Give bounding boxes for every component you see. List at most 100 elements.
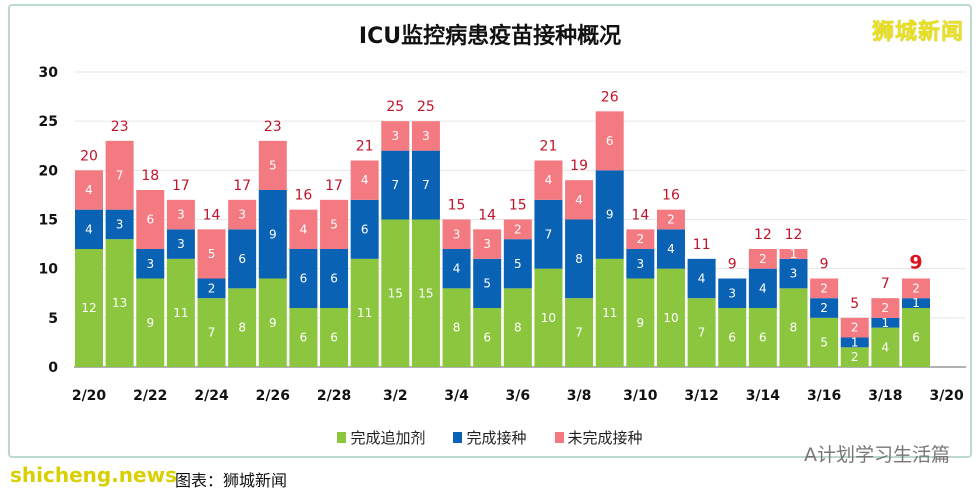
bar-segment-label: 6 [483, 331, 491, 345]
bar-segment-label: 5 [514, 257, 522, 271]
bar-segment-label: 4 [759, 281, 767, 295]
bar-segment [565, 180, 594, 220]
legend-label: 完成追加剂 [350, 429, 426, 447]
bar-segment [228, 199, 257, 230]
bar-segment-label: 1 [851, 335, 859, 349]
bar-segment-label: 2 [637, 232, 645, 246]
bar-segment [626, 249, 655, 279]
bar-total-label: 15 [448, 198, 466, 214]
y-tick-label: 30 [39, 65, 59, 81]
bar-segment-label: 13 [112, 296, 127, 310]
bar-segment [810, 298, 839, 318]
bar-total-label: 25 [386, 99, 404, 115]
bar-segment [810, 278, 839, 299]
bar-segment-label: 4 [300, 222, 308, 236]
bar-segment [166, 199, 195, 230]
chart-title: ICU监控病患疫苗接种概况 [358, 24, 622, 49]
bar-segment [105, 209, 134, 240]
bar-segment-label: 7 [208, 326, 216, 340]
y-tick-label: 10 [39, 262, 59, 278]
bar-segment [871, 327, 900, 367]
bar-total-label: 17 [325, 178, 343, 194]
bar-total-label: 25 [417, 99, 435, 115]
bar-segment-label: 7 [698, 326, 706, 340]
bar-segment-label: 8 [238, 321, 246, 335]
bar-segment [503, 219, 532, 240]
x-tick-label: 2/24 [194, 388, 229, 404]
bar-segment-label: 5 [483, 276, 491, 290]
x-tick-label: 3/2 [383, 388, 408, 404]
x-tick-label: 3/10 [623, 388, 658, 404]
x-tick-label: 2/20 [72, 388, 107, 404]
bar-segment [595, 111, 624, 171]
bar-segment-label: 2 [851, 321, 859, 335]
bar-segment [840, 347, 869, 367]
y-tick-label: 20 [39, 163, 59, 179]
bar-segment [136, 190, 165, 249]
bar-segment-label: 3 [391, 129, 399, 143]
bar-segment-label: 11 [173, 306, 188, 320]
x-tick-label: 3/16 [807, 388, 841, 404]
bar-segment-label: 8 [453, 321, 461, 335]
bar-segment-label: 9 [606, 208, 614, 222]
bar-segment [258, 278, 287, 367]
bar-segment [748, 249, 777, 269]
bar-segment [75, 170, 103, 210]
bar-segment [534, 199, 563, 269]
bar-segment-label: 1 [912, 296, 920, 310]
bar-total-label: 21 [540, 139, 558, 155]
logo: 狮城新闻 [871, 20, 964, 45]
bar-segment-label: 2 [912, 281, 920, 295]
bar-total-label: 16 [294, 188, 312, 204]
bar-segment-label: 5 [330, 217, 338, 231]
bar-segment-label: 6 [300, 331, 308, 345]
bar-segment-label: 6 [146, 213, 154, 227]
x-tick-label: 3/18 [868, 388, 902, 404]
bar-segment-label: 6 [300, 272, 308, 286]
bar-segment-label: 9 [146, 316, 154, 330]
bar-segment [197, 278, 226, 299]
legend-item-complete: 完成接种 [453, 427, 527, 448]
bar-segment-label: 7 [545, 227, 553, 241]
bar-segment-label: 9 [637, 316, 645, 330]
y-tick-label: 25 [39, 114, 58, 130]
bar-segment [626, 278, 655, 367]
bar-segment [105, 239, 134, 367]
bar-segment-label: 4 [545, 173, 553, 187]
bar-segment-label: 1 [882, 316, 890, 330]
site-watermark: shicheng.news [10, 463, 177, 487]
y-tick-label: 0 [48, 360, 58, 376]
chart-frame [8, 4, 972, 458]
bar-segment [871, 317, 900, 328]
x-tick-label: 3/20 [929, 388, 964, 404]
bar-segment-label: 4 [85, 183, 93, 197]
bar-segment-label: 3 [177, 208, 185, 222]
bar-segment-label: 3 [483, 237, 491, 251]
bar-segment-label: 11 [357, 306, 372, 320]
x-tick-label: 3/6 [506, 388, 531, 404]
bar-segment [166, 229, 195, 259]
legend-swatch [453, 432, 463, 443]
bar-segment [136, 249, 165, 279]
bar-segment-label: 7 [391, 178, 399, 192]
bar-segment [228, 229, 257, 289]
bar-total-label: 12 [785, 227, 803, 243]
bar-segment-label: 3 [238, 208, 246, 222]
bar-segment-label: 3 [453, 227, 461, 241]
bar-segment [350, 258, 379, 367]
bar-segment [840, 317, 869, 338]
bar-segment-label: 7 [575, 326, 583, 340]
bar-segment-label: 8 [790, 321, 798, 335]
x-tick-label: 3/12 [684, 388, 718, 404]
bar-segment-label: 5 [208, 247, 216, 261]
bar-total-label: 7 [881, 276, 890, 292]
bar-segment [411, 219, 440, 367]
bar-segment-label: 6 [361, 222, 369, 236]
bar-segment-label: 4 [698, 272, 706, 286]
x-tick-label: 3/8 [567, 388, 592, 404]
bar-segment [442, 219, 471, 249]
bar-segment-label: 10 [541, 311, 556, 325]
bar-segment-label: 11 [602, 306, 617, 320]
bar-segment [411, 121, 440, 151]
